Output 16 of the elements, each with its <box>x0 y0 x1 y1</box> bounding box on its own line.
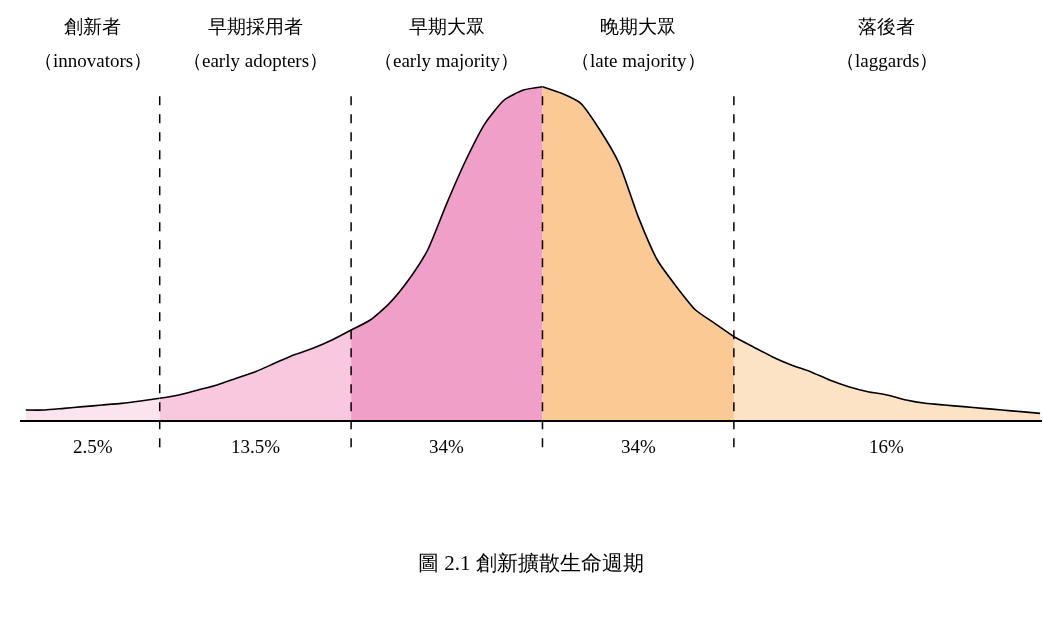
caption: 圖 2.1 創新擴散生命週期 <box>418 551 644 575</box>
text: （early adopters） <box>183 50 329 71</box>
text: （early majority） <box>374 50 520 71</box>
text: 16% <box>869 436 904 457</box>
text: （laggards） <box>836 50 939 71</box>
text: 早期採用者 <box>208 16 303 37</box>
text: 晚期大眾 <box>600 16 676 37</box>
text: 34% <box>621 436 656 457</box>
text: 13.5% <box>231 436 281 457</box>
text: 落後者 <box>858 16 915 37</box>
text: 34% <box>429 436 464 457</box>
text: （innovators） <box>34 50 153 71</box>
text: 創新者 <box>64 16 121 37</box>
text: 早期大眾 <box>409 16 485 37</box>
text: （late majority） <box>571 50 706 71</box>
text: 2.5% <box>73 436 113 457</box>
